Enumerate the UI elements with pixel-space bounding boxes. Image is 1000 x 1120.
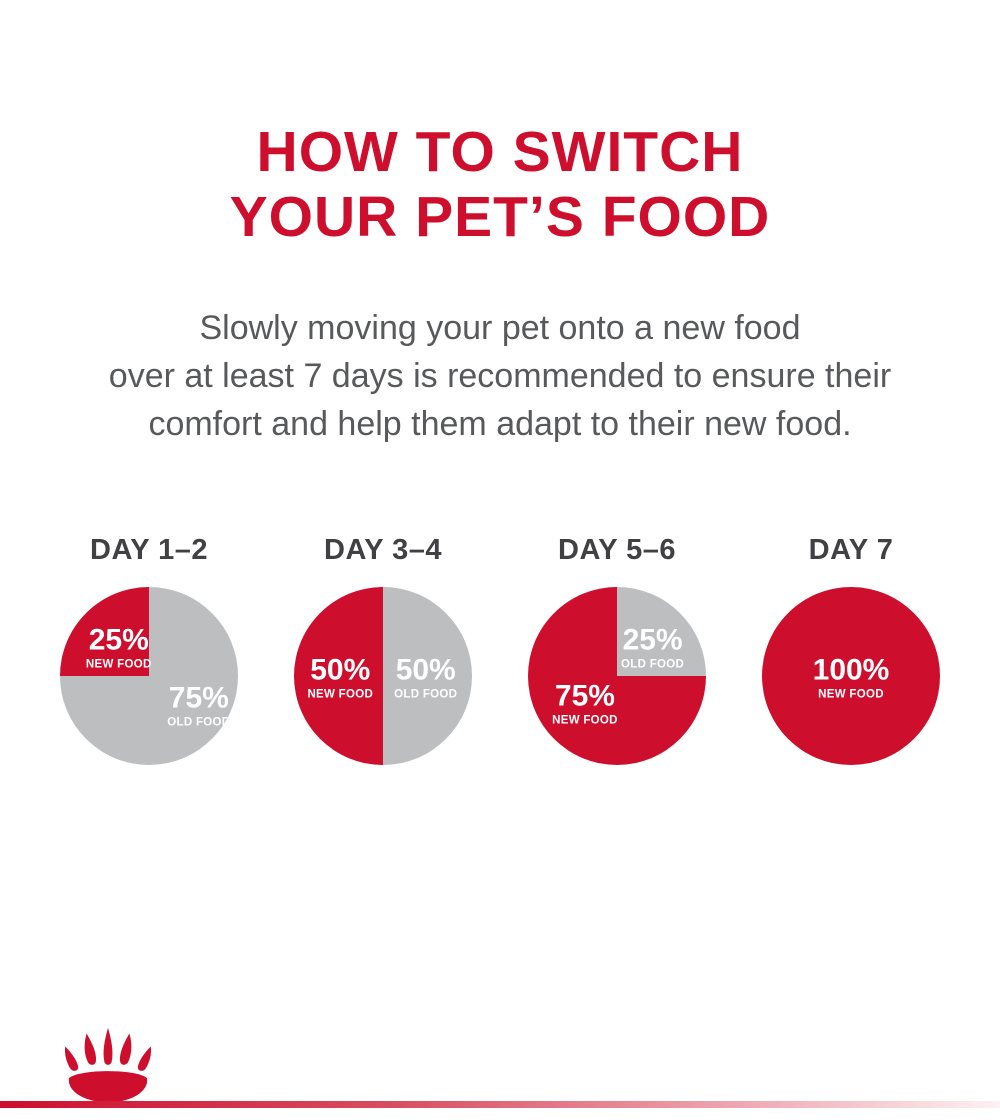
slice-percentage: 100% <box>812 653 890 687</box>
chart-day-5-6: DAY 5–6 75% NEW FOOD 25% OLD FOOD <box>526 534 708 765</box>
slice-label-old-food: 50% OLD FOOD <box>394 653 458 701</box>
slice-label-new-food: 100% NEW FOOD <box>812 653 890 701</box>
royal-canin-paw-logo <box>52 1026 164 1106</box>
slice-percentage: 50% <box>395 653 456 687</box>
slice-name: NEW FOOD <box>552 714 618 727</box>
chart-day-3-4: DAY 3–4 50% NEW FOOD 50% OLD FOOD <box>292 534 474 765</box>
chart-title-day-3-4: DAY 3–4 <box>324 534 442 566</box>
slice-percentage: 75% <box>554 679 615 713</box>
chart-title-day-7: DAY 7 <box>808 534 894 566</box>
pie-chart-row: DAY 1–2 25% NEW FOOD 75% OLD FOOD DAY 3–… <box>0 534 1000 765</box>
footer-gradient-bar <box>0 1101 1000 1108</box>
slice-name: OLD FOOD <box>621 658 685 671</box>
slice-name: OLD FOOD <box>167 716 231 729</box>
slice-label-new-food: 25% NEW FOOD <box>85 623 152 671</box>
subtitle-line-3: comfort and help them adapt to their new… <box>148 405 852 443</box>
subtitle-line-2: over at least 7 days is recommended to e… <box>108 357 892 395</box>
slice-name: NEW FOOD <box>818 688 884 701</box>
slice-percentage: 25% <box>622 623 683 657</box>
slice-name: OLD FOOD <box>394 688 458 701</box>
slice-label-old-food: 75% OLD FOOD <box>167 681 231 729</box>
pie-chart-day-3-4: 50% NEW FOOD 50% OLD FOOD <box>294 587 472 765</box>
chart-day-1-2: DAY 1–2 25% NEW FOOD 75% OLD FOOD <box>58 534 240 765</box>
chart-title-day-5-6: DAY 5–6 <box>558 534 676 566</box>
page-subtitle: Slowly moving your pet onto a new food o… <box>0 304 1000 448</box>
page-title: HOW TO SWITCH YOUR PET’S FOOD <box>0 120 1000 250</box>
slice-percentage: 25% <box>88 623 149 657</box>
slice-label-old-food: 25% OLD FOOD <box>621 623 685 671</box>
slice-percentage: 75% <box>168 681 229 715</box>
subtitle-line-1: Slowly moving your pet onto a new food <box>199 309 801 347</box>
page-title-line-1: HOW TO SWITCH <box>256 120 744 184</box>
slice-label-new-food: 50% NEW FOOD <box>307 653 374 701</box>
pie-chart-day-7: 100% NEW FOOD <box>762 587 940 765</box>
pie-chart-day-1-2: 25% NEW FOOD 75% OLD FOOD <box>60 587 238 765</box>
pie-chart-day-5-6: 75% NEW FOOD 25% OLD FOOD <box>528 587 706 765</box>
slice-percentage: 50% <box>310 653 371 687</box>
chart-title-day-1-2: DAY 1–2 <box>90 534 208 566</box>
slice-label-new-food: 75% NEW FOOD <box>552 679 618 727</box>
page-title-line-2: YOUR PET’S FOOD <box>229 185 771 249</box>
slice-name: NEW FOOD <box>307 688 374 701</box>
slice-name: NEW FOOD <box>85 658 152 671</box>
chart-day-7: DAY 7 100% NEW FOOD <box>760 534 942 765</box>
